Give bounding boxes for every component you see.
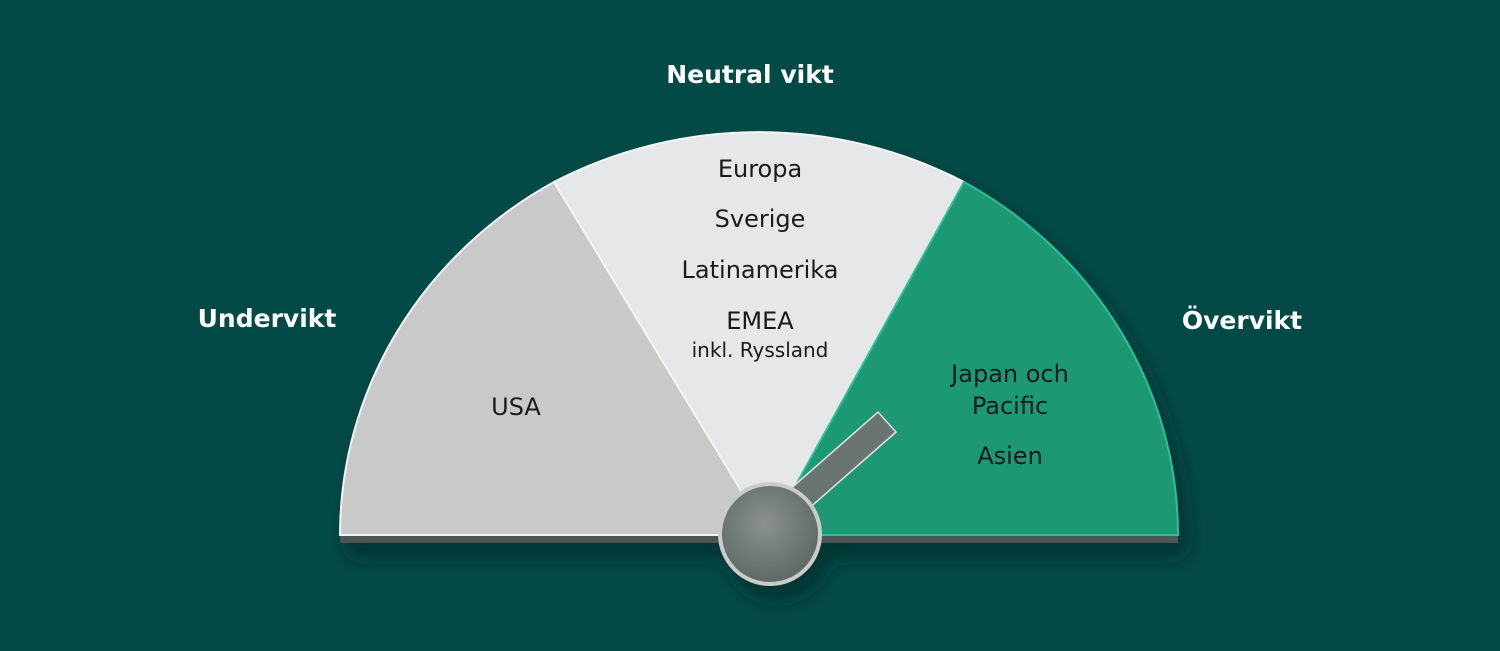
item-emea: EMEA inkl. Ryssland xyxy=(692,305,829,363)
item-emea-title: EMEA xyxy=(726,307,794,335)
label-undervikt: Undervikt xyxy=(197,304,337,333)
sector-undervikt xyxy=(338,180,770,536)
label-neutral-vikt: Neutral vikt xyxy=(666,60,834,89)
item-sverige: Sverige xyxy=(714,205,806,233)
item-japan: Japan och xyxy=(951,360,1069,388)
item-asien: Asien xyxy=(977,442,1043,470)
item-latinamerika: Latinamerika xyxy=(681,256,839,284)
item-emea-sub: inkl. Ryssland xyxy=(691,338,829,362)
item-europa: Europa xyxy=(717,155,803,183)
needle-knob xyxy=(718,482,822,586)
item-pacific: Pacific xyxy=(971,392,1049,420)
item-usa: USA xyxy=(491,393,541,421)
label-overvikt: Övervikt xyxy=(1181,306,1303,335)
sector-neutral xyxy=(552,131,966,537)
